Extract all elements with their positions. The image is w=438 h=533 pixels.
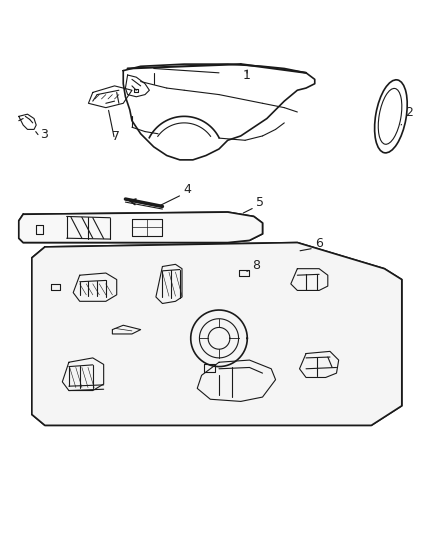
Text: 3: 3 — [41, 128, 49, 141]
Text: 6: 6 — [315, 237, 323, 250]
Text: 5: 5 — [256, 197, 264, 209]
Text: 1: 1 — [243, 69, 251, 83]
Text: 8: 8 — [252, 259, 260, 272]
Text: 7: 7 — [113, 130, 120, 143]
Ellipse shape — [378, 88, 402, 144]
Polygon shape — [19, 212, 262, 243]
Polygon shape — [32, 243, 402, 425]
Text: 4: 4 — [184, 183, 191, 196]
Ellipse shape — [374, 80, 407, 153]
Text: 2: 2 — [401, 107, 413, 125]
